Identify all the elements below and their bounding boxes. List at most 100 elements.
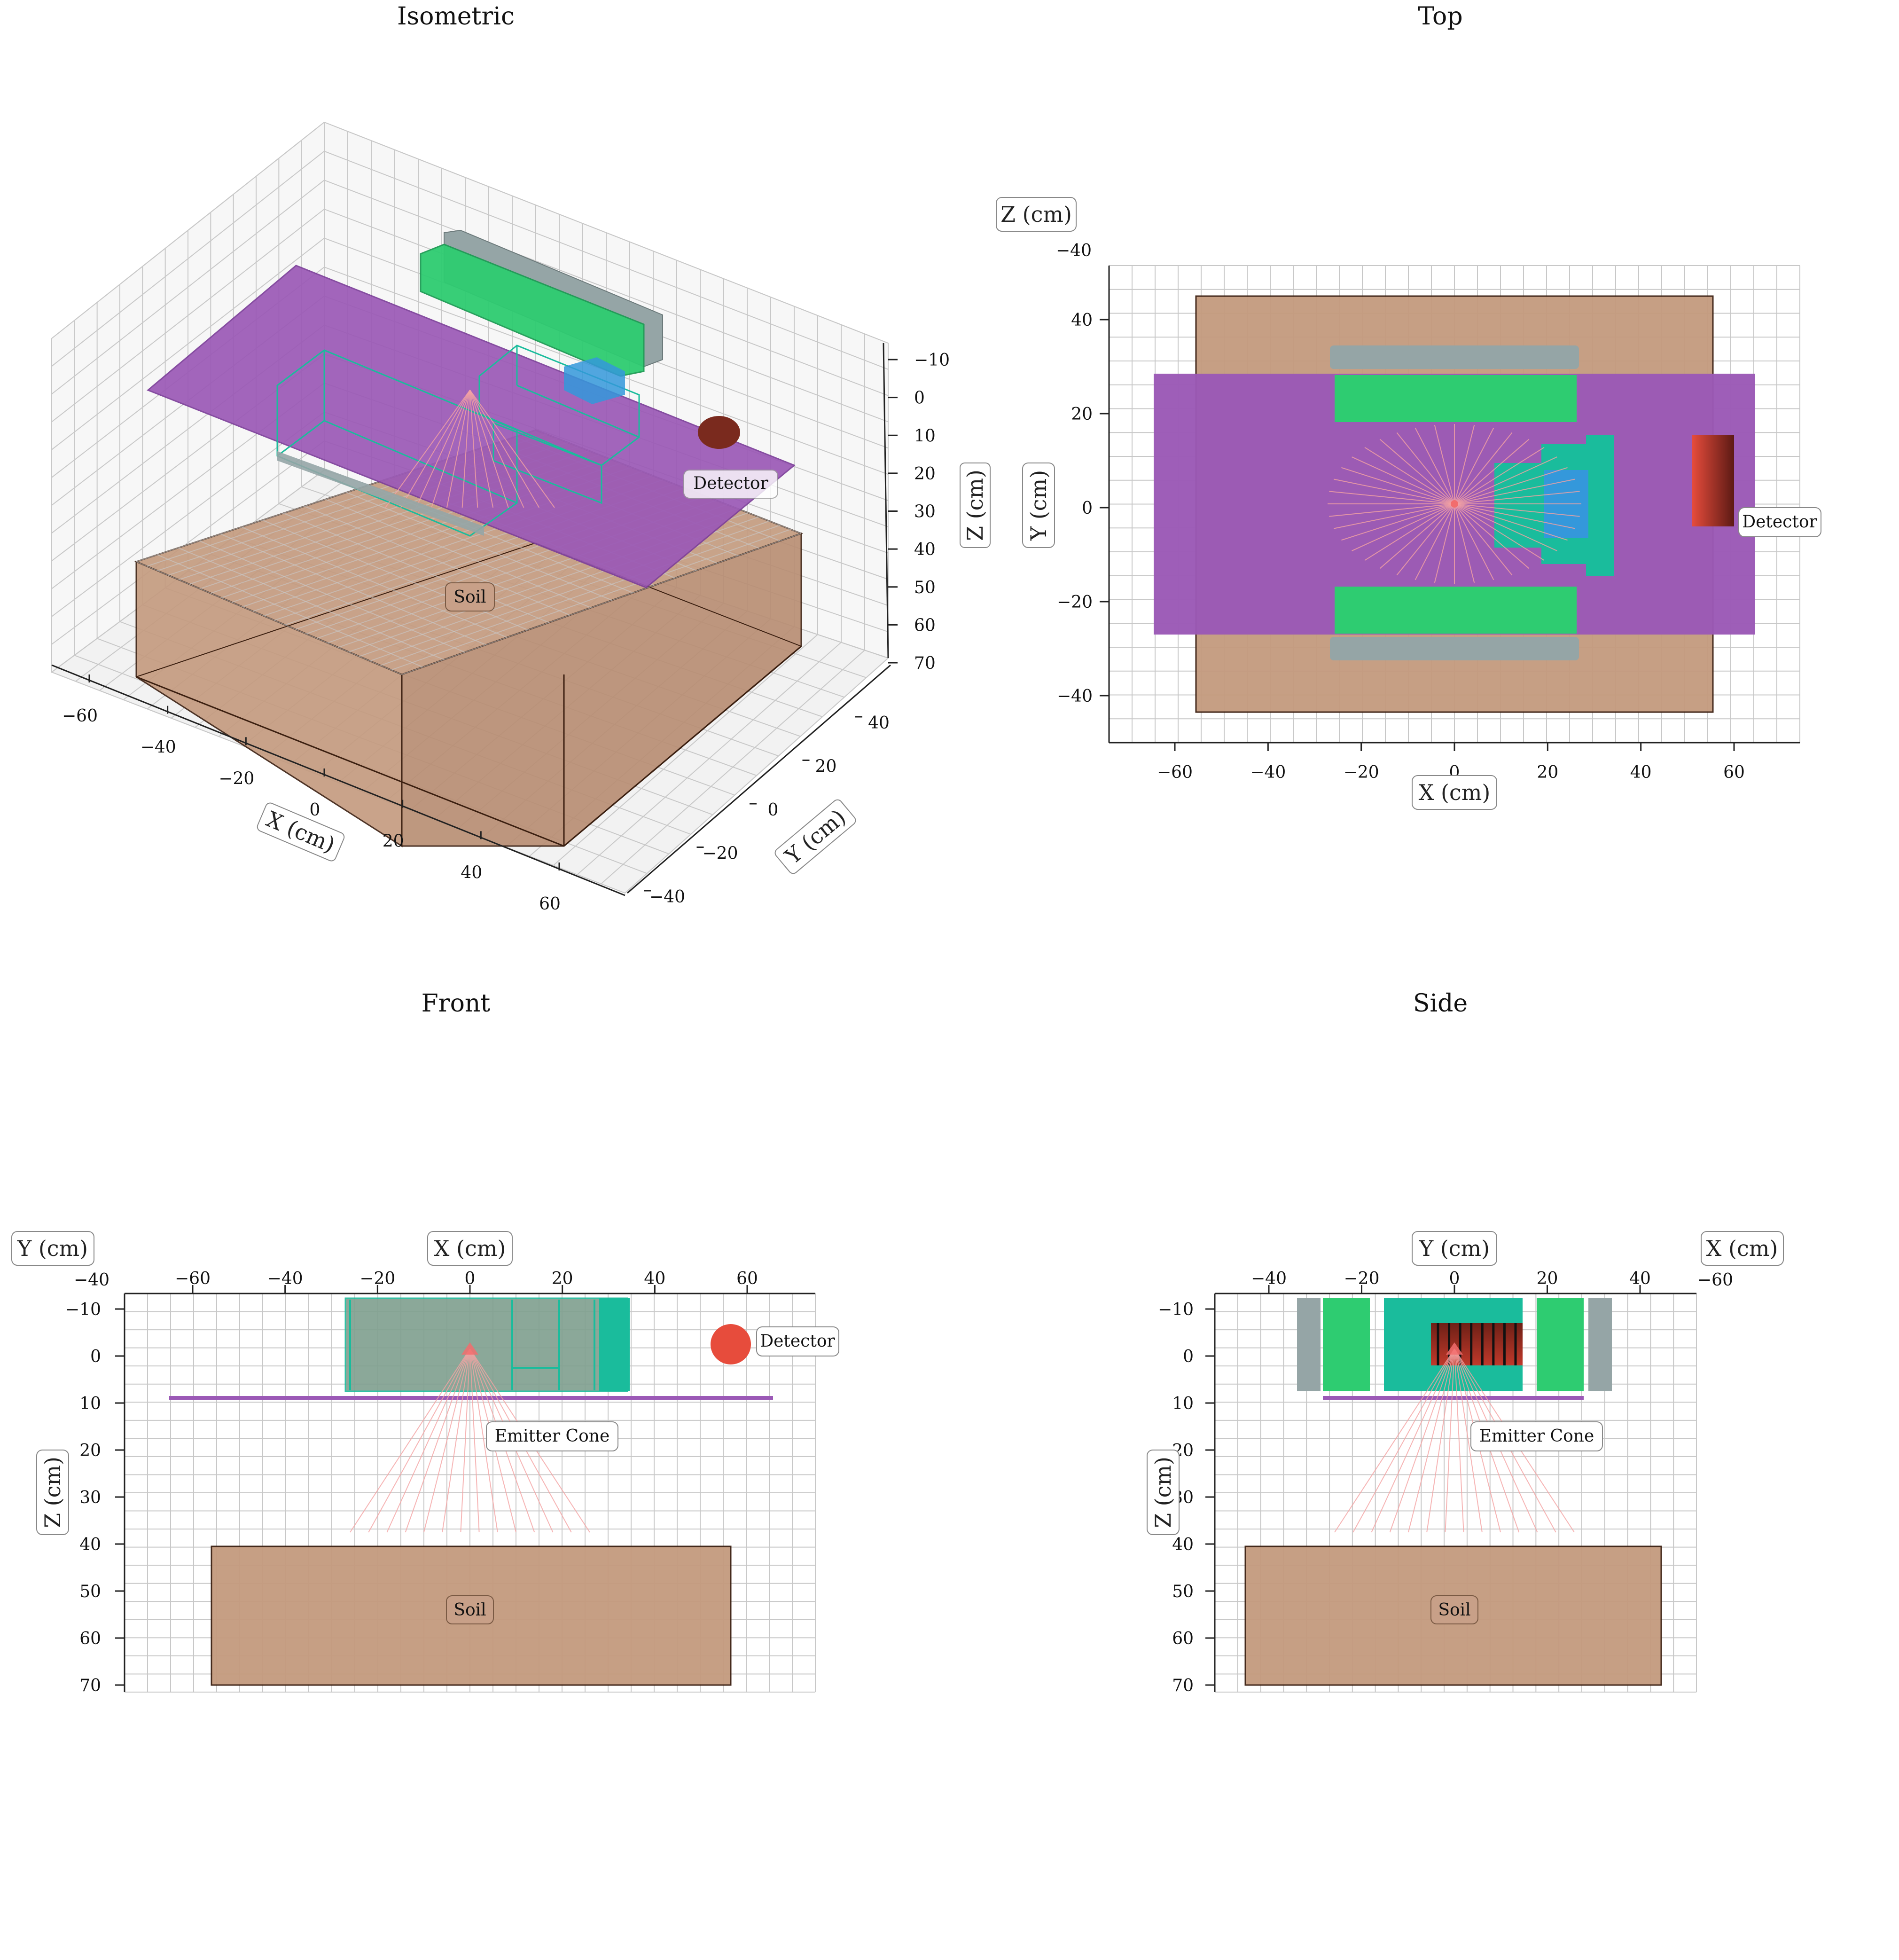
grid-line xyxy=(380,525,781,666)
tick-label: 20 xyxy=(914,464,936,484)
emitter-ray xyxy=(1454,503,1545,561)
side-green-block-right xyxy=(1537,1298,1584,1391)
emitter-ray xyxy=(460,1348,470,1533)
iso-x-label: X (cm) xyxy=(257,802,345,862)
tick-label: 40 xyxy=(461,863,482,882)
emitter-ray xyxy=(1389,1348,1455,1533)
tick-label: −20 xyxy=(1344,1269,1380,1288)
emitter-ray xyxy=(446,390,470,508)
tick-label: 60 xyxy=(1723,763,1745,782)
svg-text:X (cm): X (cm) xyxy=(1706,1236,1778,1261)
side-y-label: Y (cm) xyxy=(1412,1231,1497,1266)
emitter-ray xyxy=(1364,447,1455,504)
svg-text:Soil: Soil xyxy=(453,588,486,607)
side-emitter-label: Emitter Cone xyxy=(1470,1421,1603,1451)
emitter-ray xyxy=(423,1348,470,1533)
svg-text:Detector: Detector xyxy=(760,1332,835,1351)
side-z-label: Z (cm) xyxy=(1147,1450,1180,1535)
tick-label: 70 xyxy=(914,654,936,673)
emitter-ray xyxy=(1454,503,1568,541)
front-detector xyxy=(711,1324,751,1364)
top-gray-block-lower xyxy=(1330,637,1579,660)
iso-soil-label: Soil xyxy=(445,582,495,612)
tick-label: 70 xyxy=(1172,1676,1194,1695)
tick-label: 20 xyxy=(552,1269,573,1288)
tick-label: −40 xyxy=(267,1269,303,1288)
front-emitter-label: Emitter Cone xyxy=(486,1421,618,1451)
side-green-block-left xyxy=(1323,1298,1370,1391)
emitter-ray xyxy=(1329,491,1455,504)
tick-label: −20 xyxy=(219,769,254,788)
svg-text:Emitter Cone: Emitter Cone xyxy=(495,1427,610,1446)
tick-label: 0 xyxy=(310,800,320,820)
front-title: Front xyxy=(422,989,491,1018)
tick-label: 40 xyxy=(1630,763,1652,782)
front-x-label: X (cm) xyxy=(427,1231,513,1266)
emitter-ray xyxy=(469,390,555,508)
grid-line xyxy=(51,122,325,339)
tick-label: −20 xyxy=(1057,593,1093,612)
tick-label: 20 xyxy=(79,1441,101,1460)
emitter-ray xyxy=(1396,503,1455,576)
front-inner-lines xyxy=(349,1300,595,1390)
grid-line xyxy=(51,180,325,395)
side-corner-label: X (cm) −60 xyxy=(1697,1231,1784,1290)
grid-line xyxy=(325,499,592,608)
emitter-ray xyxy=(442,1348,470,1533)
grid-line xyxy=(369,520,770,662)
tick-label: 0 xyxy=(1183,1347,1194,1366)
tick-label: 60 xyxy=(914,616,936,635)
svg-text:X (cm): X (cm) xyxy=(1419,780,1491,805)
tick-label: −60 xyxy=(1157,763,1193,782)
isometric-title: Isometric xyxy=(397,2,515,31)
top-y-label: Y (cm) xyxy=(1022,463,1055,548)
grid-line xyxy=(283,512,549,623)
grid-line xyxy=(324,180,889,396)
svg-text:Detector: Detector xyxy=(693,474,768,493)
emitter-ray xyxy=(386,1348,470,1533)
svg-text:Y (cm): Y (cm) xyxy=(17,1236,88,1261)
side-detector-array xyxy=(1431,1323,1523,1365)
tick-label: 0 xyxy=(1082,499,1093,518)
emitter-ray xyxy=(1454,503,1557,551)
emitter-ray xyxy=(1454,439,1530,504)
tick-label: 20 xyxy=(1537,763,1558,782)
grid-line xyxy=(51,440,325,645)
emitter-ray xyxy=(1454,432,1513,504)
grid-line xyxy=(220,533,486,645)
emitter-ray xyxy=(1454,1348,1483,1533)
grid-line xyxy=(199,540,465,653)
tick-label: 60 xyxy=(539,894,561,914)
tick-label: 0 xyxy=(914,389,925,408)
iso-y-label: Y (cm) xyxy=(774,799,856,874)
tick-label: 20 xyxy=(383,832,404,851)
emitter-ray xyxy=(1352,1348,1455,1533)
side-grid xyxy=(1214,1293,1697,1693)
grid-line xyxy=(51,237,325,450)
emitter-ray xyxy=(350,1348,470,1533)
top-green-block-lower xyxy=(1335,587,1577,634)
svg-text:Y (cm): Y (cm) xyxy=(1026,470,1051,541)
svg-text:Z (cm): Z (cm) xyxy=(1000,202,1072,227)
tick-label: 20 xyxy=(1071,405,1093,424)
tick-label: 20 xyxy=(815,757,837,776)
top-corner-label: Z (cm) −40 xyxy=(996,197,1092,260)
svg-text:Soil: Soil xyxy=(453,1600,486,1620)
svg-text:X (cm): X (cm) xyxy=(434,1236,506,1261)
tick-label: 60 xyxy=(1172,1629,1194,1648)
svg-text:Soil: Soil xyxy=(1438,1600,1470,1620)
front-soil-label: Soil xyxy=(446,1595,494,1624)
emitter-ray xyxy=(461,390,470,508)
front-purple-plate xyxy=(169,1396,773,1400)
grid-line xyxy=(157,554,423,668)
grid-line xyxy=(241,526,508,638)
emitter-ray xyxy=(1454,503,1580,517)
tick-label: −60 xyxy=(62,706,98,726)
grid-line xyxy=(304,506,570,616)
svg-text:−60: −60 xyxy=(1697,1270,1733,1290)
emitter-ray xyxy=(1371,1348,1455,1533)
tick-label: 0 xyxy=(465,1269,476,1288)
emitter-source xyxy=(461,1342,478,1355)
